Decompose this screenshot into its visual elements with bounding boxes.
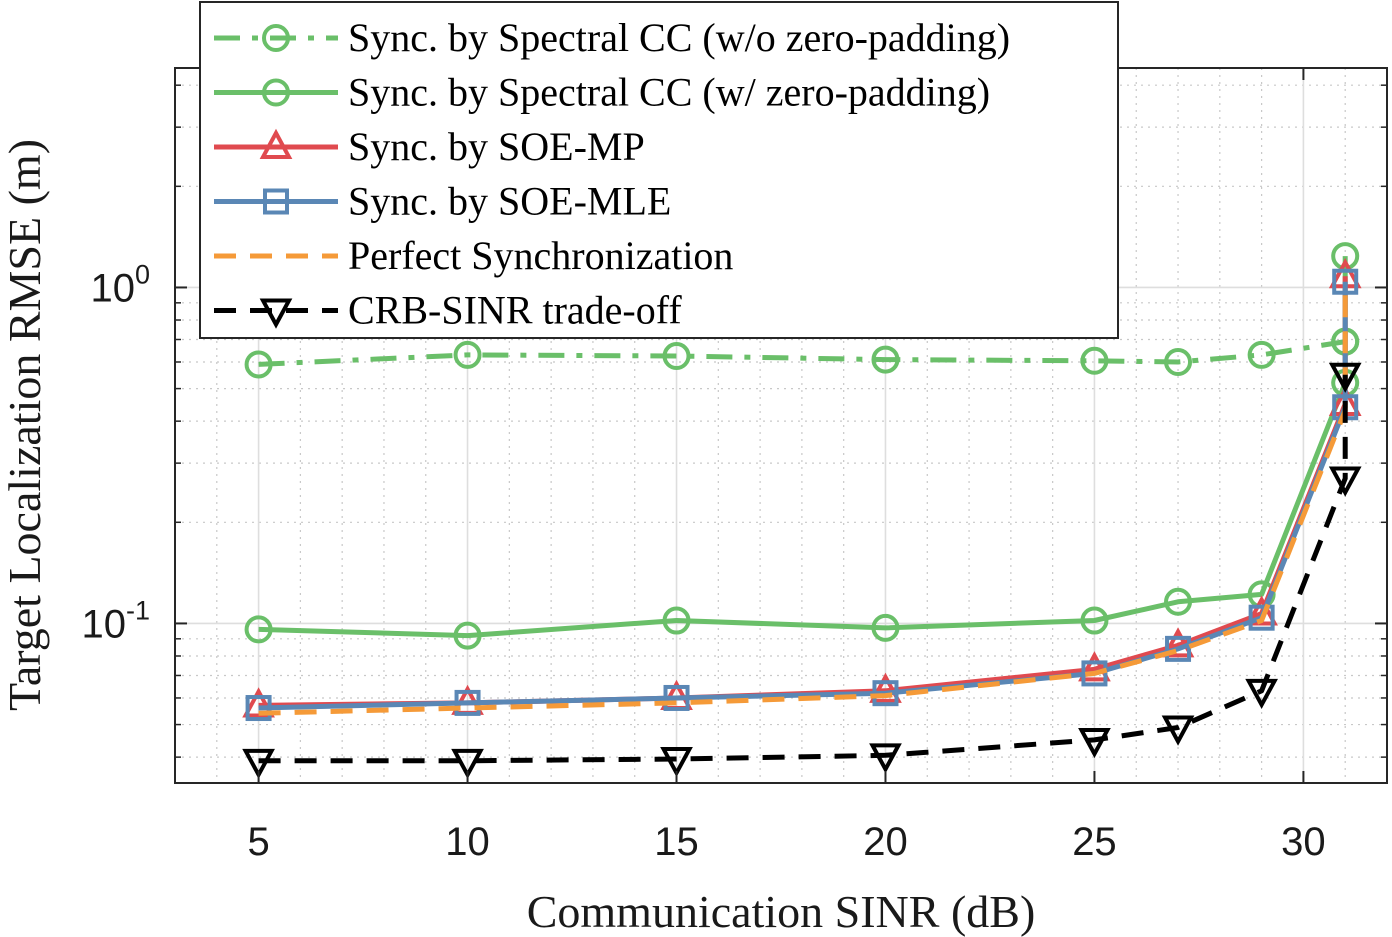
y-tick-label: 100 xyxy=(90,259,150,310)
legend-label: Sync. by SOE-MP xyxy=(348,124,645,169)
x-tick-label: 15 xyxy=(654,820,699,864)
x-tick-label: 30 xyxy=(1281,820,1326,864)
data-point xyxy=(1245,678,1278,710)
legend-label: Sync. by Spectral CC (w/o zero-padding) xyxy=(348,15,1010,60)
data-point xyxy=(1164,587,1193,616)
data-point xyxy=(869,743,902,774)
data-point xyxy=(244,350,273,379)
data-point xyxy=(1078,651,1111,682)
data-point xyxy=(1332,268,1359,295)
data-point xyxy=(1247,340,1276,369)
legend-label: Sync. by SOE-MLE xyxy=(348,179,671,224)
data-point xyxy=(1331,242,1360,271)
legend-entry: Sync. by Spectral CC (w/ zero-padding) xyxy=(214,70,990,115)
data-point xyxy=(1080,606,1109,635)
data-point xyxy=(454,689,481,716)
series xyxy=(258,284,1348,716)
data-point xyxy=(1080,346,1109,375)
data-point xyxy=(242,748,275,780)
data-point xyxy=(1248,604,1275,631)
series-line xyxy=(258,284,1348,716)
x-tick-label: 10 xyxy=(445,820,490,864)
data-point xyxy=(872,680,899,707)
series-line xyxy=(258,374,1348,764)
data-point xyxy=(259,128,293,159)
series-line xyxy=(258,256,1348,639)
series-line xyxy=(258,339,1346,367)
legend-entry: Sync. by Spectral CC (w/o zero-padding) xyxy=(214,15,1010,60)
data-point xyxy=(662,606,691,635)
data-point xyxy=(242,687,275,718)
y-tick-label: 10-1 xyxy=(81,595,150,646)
x-tick-label: 25 xyxy=(1072,820,1117,864)
tick-labels: 5 10 15 20 25 30 10-1 100 xyxy=(81,259,1325,864)
data-point xyxy=(1328,466,1362,497)
legend-entry: Sync. by SOE-MLE xyxy=(214,179,671,224)
data-point xyxy=(453,621,482,650)
legend-entry: Sync. by SOE-MP xyxy=(214,124,645,169)
y-axis-title: Target Localization RMSE (m) xyxy=(0,139,50,711)
legend-label: Perfect Synchronization xyxy=(348,233,733,278)
data-point xyxy=(1165,635,1192,662)
data-point xyxy=(662,342,691,371)
data-point xyxy=(245,695,272,722)
data-point xyxy=(663,684,690,711)
series xyxy=(244,242,1360,650)
data-point xyxy=(263,188,289,215)
data-point xyxy=(451,748,484,780)
data-point xyxy=(1245,595,1278,626)
data-point xyxy=(259,298,293,329)
legend: Sync. by Spectral CC (w/o zero-padding) S… xyxy=(199,1,1119,339)
data-point xyxy=(1164,347,1193,376)
data-point xyxy=(1328,362,1362,393)
legend-entry: CRB-SINR trade-off xyxy=(214,288,682,333)
data-point xyxy=(262,78,290,107)
data-point xyxy=(244,615,273,644)
data-point xyxy=(1161,715,1195,746)
data-point xyxy=(262,24,290,52)
data-point xyxy=(660,746,693,778)
data-point xyxy=(871,345,900,374)
x-tick-label: 20 xyxy=(863,820,908,864)
legend-entry: Perfect Synchronization xyxy=(214,233,733,278)
data-point xyxy=(453,340,482,369)
series xyxy=(242,362,1362,780)
data-point xyxy=(871,613,900,642)
data-point xyxy=(1081,660,1108,687)
series-layer xyxy=(242,242,1362,780)
data-point xyxy=(869,672,902,703)
x-axis-title: Communication SINR (dB) xyxy=(527,886,1036,937)
legend-label: CRB-SINR trade-off xyxy=(348,288,682,333)
x-tick-label: 5 xyxy=(247,820,269,864)
data-point xyxy=(1078,727,1111,759)
legend-label: Sync. by Spectral CC (w/ zero-padding) xyxy=(348,70,990,115)
data-point xyxy=(1161,627,1195,658)
legend-box xyxy=(199,1,1119,339)
